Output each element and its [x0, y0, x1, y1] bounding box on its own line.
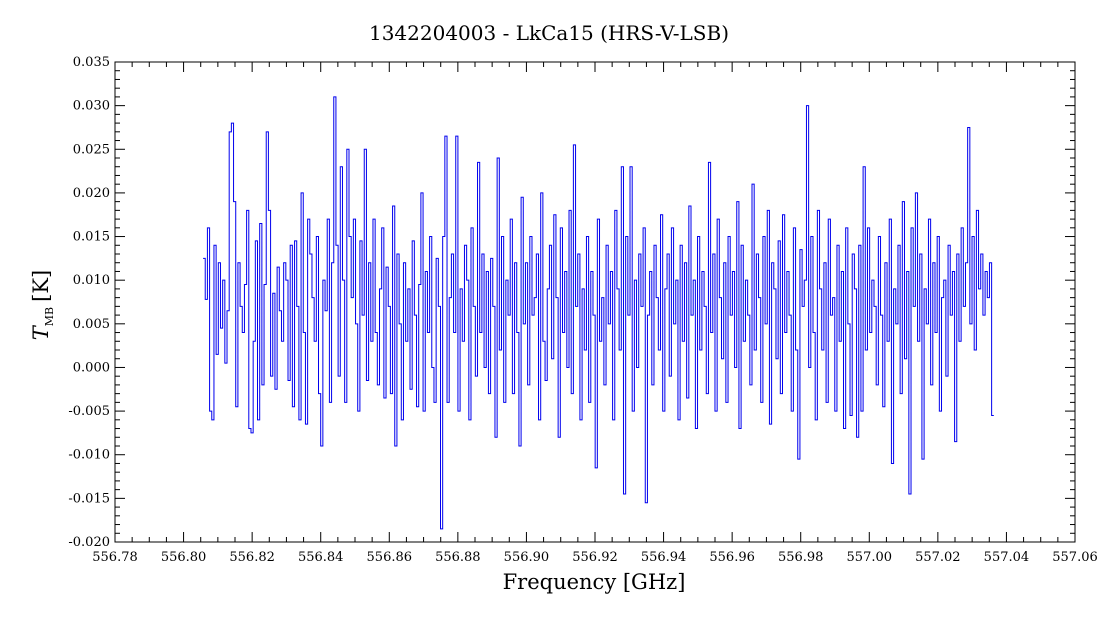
plot-area	[203, 96, 994, 530]
x-tick-label: 556.78	[92, 550, 138, 565]
chart-title: 1342204003 - LkCa15 (HRS-V-LSB)	[369, 21, 729, 45]
y-tick-label: -0.020	[68, 535, 110, 550]
x-tick-label: 557.02	[915, 550, 961, 565]
y-tick-label: -0.010	[68, 448, 110, 463]
x-tick-label: 556.82	[229, 550, 275, 565]
x-tick-label: 557.06	[1052, 550, 1098, 565]
x-axis-label: Frequency [GHz]	[503, 570, 686, 594]
y-tick-label: 0.030	[73, 99, 110, 114]
x-tick-label: 556.92	[572, 550, 618, 565]
x-tick-label: 556.94	[641, 550, 687, 565]
y-tick-label: 0.025	[73, 142, 110, 157]
x-tick-label: 556.98	[778, 550, 824, 565]
y-tick-label: 0.010	[73, 273, 110, 288]
x-tick-label: 557.00	[847, 550, 893, 565]
x-tick-label: 556.90	[504, 550, 550, 565]
spectrum-series-line	[203, 96, 994, 530]
x-tick-label: 556.84	[298, 550, 344, 565]
y-tick-label: -0.005	[68, 404, 110, 419]
y-tick-label: 0.000	[73, 360, 110, 375]
y-tick-label: 0.005	[73, 317, 110, 332]
x-tick-label: 557.04	[984, 550, 1030, 565]
y-axis-label-subscript: MB	[43, 307, 56, 326]
y-axis-label-symbol: T	[29, 324, 53, 340]
y-tick-label: 0.035	[73, 55, 110, 70]
x-tick-label: 556.88	[435, 550, 481, 565]
x-tick-label: 556.86	[367, 550, 413, 565]
y-tick-label: -0.015	[68, 491, 110, 506]
y-axis-label: TMB [K]	[29, 270, 56, 340]
axes: 556.78 556.80 556.82 556.84 556.86 556.88 556.…	[68, 55, 1097, 565]
y-axis-label-unit: [K]	[29, 270, 53, 302]
y-tick-label: 0.020	[73, 186, 110, 201]
svg-text:TMB[K]: TMB [K]	[29, 270, 56, 340]
x-tick-label: 556.96	[709, 550, 755, 565]
y-tick-label: 0.015	[73, 230, 110, 245]
x-tick-label: 556.80	[161, 550, 207, 565]
